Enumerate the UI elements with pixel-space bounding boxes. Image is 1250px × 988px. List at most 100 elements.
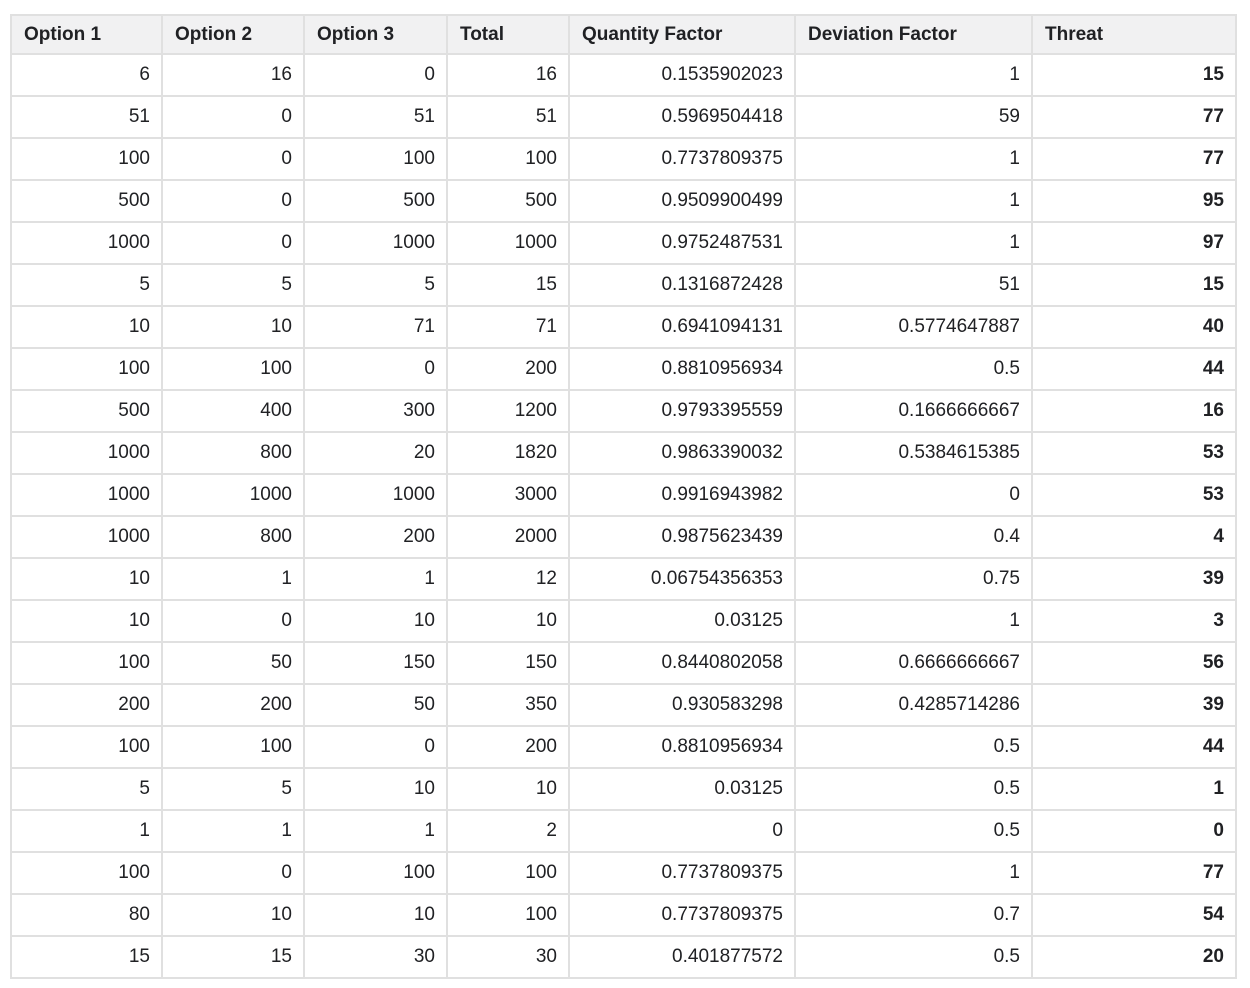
table-cell-deviation-factor: 1 bbox=[794, 599, 1033, 643]
table-cell-quantity-factor: 0.401877572 bbox=[568, 935, 796, 979]
table-cell-option-3: 100 bbox=[303, 851, 448, 895]
table-cell-deviation-factor: 0.1666666667 bbox=[794, 389, 1033, 433]
table-cell-option-2: 15 bbox=[161, 935, 305, 979]
table-cell-option-3: 71 bbox=[303, 305, 448, 349]
table-cell-threat: 0 bbox=[1031, 809, 1237, 853]
table-cell-option-1: 1000 bbox=[10, 221, 163, 265]
table-cell-option-1: 51 bbox=[10, 95, 163, 139]
table-cell-quantity-factor: 0.8440802058 bbox=[568, 641, 796, 685]
table-cell-option-2: 800 bbox=[161, 431, 305, 475]
table-cell-deviation-factor: 0.5 bbox=[794, 767, 1033, 811]
table-cell-threat: 54 bbox=[1031, 893, 1237, 937]
table-cell-option-2: 0 bbox=[161, 221, 305, 265]
table-cell-option-2: 50 bbox=[161, 641, 305, 685]
table-cell-quantity-factor: 0.06754356353 bbox=[568, 557, 796, 601]
table-row: 1000 800 200 2000 0.9875623439 0.4 4 bbox=[10, 515, 1237, 559]
table-cell-option-2: 100 bbox=[161, 347, 305, 391]
column-header-option-2: Option 2 bbox=[161, 14, 305, 55]
table-cell-total: 1820 bbox=[446, 431, 570, 475]
table-cell-quantity-factor: 0.9793395559 bbox=[568, 389, 796, 433]
table-cell-threat: 97 bbox=[1031, 221, 1237, 265]
table-cell-quantity-factor: 0.9875623439 bbox=[568, 515, 796, 559]
table-cell-total: 71 bbox=[446, 305, 570, 349]
table-row: 1000 1000 1000 3000 0.9916943982 0 53 bbox=[10, 473, 1237, 517]
table-cell-threat: 53 bbox=[1031, 473, 1237, 517]
table-cell-option-1: 15 bbox=[10, 935, 163, 979]
table-cell-total: 100 bbox=[446, 851, 570, 895]
table-cell-option-3: 500 bbox=[303, 179, 448, 223]
table-row: 100 100 0 200 0.8810956934 0.5 44 bbox=[10, 347, 1237, 391]
table-cell-threat: 4 bbox=[1031, 515, 1237, 559]
table-cell-option-1: 1000 bbox=[10, 431, 163, 475]
table-cell-threat: 20 bbox=[1031, 935, 1237, 979]
table-row: 10 1 1 12 0.06754356353 0.75 39 bbox=[10, 557, 1237, 601]
table-row: 1000 0 1000 1000 0.9752487531 1 97 bbox=[10, 221, 1237, 265]
table-cell-quantity-factor: 0.1316872428 bbox=[568, 263, 796, 307]
column-header-option-1: Option 1 bbox=[10, 14, 163, 55]
table-cell-deviation-factor: 0.5 bbox=[794, 935, 1033, 979]
table-cell-option-1: 500 bbox=[10, 179, 163, 223]
column-header-threat: Threat bbox=[1031, 14, 1237, 55]
table-cell-quantity-factor: 0.1535902023 bbox=[568, 53, 796, 97]
table-cell-quantity-factor: 0.7737809375 bbox=[568, 893, 796, 937]
table-cell-threat: 44 bbox=[1031, 725, 1237, 769]
table-cell-quantity-factor: 0.9863390032 bbox=[568, 431, 796, 475]
table-cell-option-2: 5 bbox=[161, 263, 305, 307]
table-cell-quantity-factor: 0.930583298 bbox=[568, 683, 796, 727]
table-row: 10 0 10 10 0.03125 1 3 bbox=[10, 599, 1237, 643]
table-cell-option-2: 0 bbox=[161, 95, 305, 139]
table-cell-option-2: 10 bbox=[161, 305, 305, 349]
table-cell-threat: 77 bbox=[1031, 851, 1237, 895]
table-cell-threat: 39 bbox=[1031, 683, 1237, 727]
table-cell-total: 12 bbox=[446, 557, 570, 601]
table-cell-deviation-factor: 0.75 bbox=[794, 557, 1033, 601]
table-cell-option-3: 50 bbox=[303, 683, 448, 727]
column-header-total: Total bbox=[446, 14, 570, 55]
table-cell-option-3: 10 bbox=[303, 893, 448, 937]
table-cell-option-1: 5 bbox=[10, 263, 163, 307]
table-cell-option-3: 30 bbox=[303, 935, 448, 979]
table-row: 100 0 100 100 0.7737809375 1 77 bbox=[10, 851, 1237, 895]
table-cell-option-3: 1000 bbox=[303, 473, 448, 517]
table-cell-deviation-factor: 0.5 bbox=[794, 725, 1033, 769]
table-cell-total: 100 bbox=[446, 893, 570, 937]
table-cell-deviation-factor: 0.6666666667 bbox=[794, 641, 1033, 685]
table-cell-deviation-factor: 0.5774647887 bbox=[794, 305, 1033, 349]
table-cell-quantity-factor: 0.9916943982 bbox=[568, 473, 796, 517]
table-cell-quantity-factor: 0.7737809375 bbox=[568, 137, 796, 181]
table-cell-quantity-factor: 0.8810956934 bbox=[568, 347, 796, 391]
table-row: 80 10 10 100 0.7737809375 0.7 54 bbox=[10, 893, 1237, 937]
table-cell-option-2: 1000 bbox=[161, 473, 305, 517]
table-cell-option-3: 1000 bbox=[303, 221, 448, 265]
table-cell-total: 2000 bbox=[446, 515, 570, 559]
table-cell-total: 200 bbox=[446, 725, 570, 769]
table-cell-deviation-factor: 0.5384615385 bbox=[794, 431, 1033, 475]
table-cell-option-1: 1000 bbox=[10, 473, 163, 517]
table-cell-option-3: 1 bbox=[303, 557, 448, 601]
table-cell-threat: 53 bbox=[1031, 431, 1237, 475]
column-header-quantity-factor: Quantity Factor bbox=[568, 14, 796, 55]
table-cell-option-1: 1000 bbox=[10, 515, 163, 559]
table-cell-deviation-factor: 0.4 bbox=[794, 515, 1033, 559]
table-cell-total: 10 bbox=[446, 599, 570, 643]
table-cell-option-2: 0 bbox=[161, 599, 305, 643]
table-cell-threat: 16 bbox=[1031, 389, 1237, 433]
table-cell-option-3: 150 bbox=[303, 641, 448, 685]
table-cell-option-2: 800 bbox=[161, 515, 305, 559]
table-cell-total: 1000 bbox=[446, 221, 570, 265]
table-cell-option-2: 0 bbox=[161, 851, 305, 895]
table-cell-option-1: 10 bbox=[10, 557, 163, 601]
table-row: 6 16 0 16 0.1535902023 1 15 bbox=[10, 53, 1237, 97]
table-cell-threat: 15 bbox=[1031, 263, 1237, 307]
table-row: 1 1 1 2 0 0.5 0 bbox=[10, 809, 1237, 853]
table-cell-option-1: 100 bbox=[10, 137, 163, 181]
table-cell-total: 500 bbox=[446, 179, 570, 223]
table-cell-option-3: 51 bbox=[303, 95, 448, 139]
table-cell-threat: 39 bbox=[1031, 557, 1237, 601]
table-cell-option-2: 1 bbox=[161, 557, 305, 601]
table-row: 100 50 150 150 0.8440802058 0.6666666667 56 bbox=[10, 641, 1237, 685]
table-cell-option-2: 0 bbox=[161, 179, 305, 223]
table-cell-total: 100 bbox=[446, 137, 570, 181]
table-cell-deviation-factor: 0.4285714286 bbox=[794, 683, 1033, 727]
